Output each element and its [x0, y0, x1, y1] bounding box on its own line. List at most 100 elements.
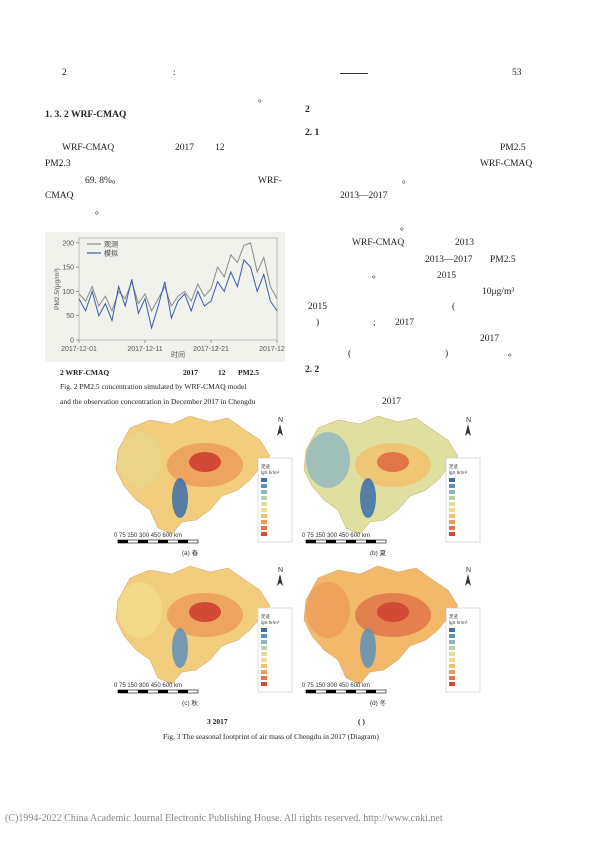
region	[360, 478, 376, 518]
legend-swatch	[449, 634, 455, 638]
section-heading: 1. 3. 2 WRF-CMAQ	[45, 110, 127, 120]
caption: Fig. 2 PM2.5 concentration simulated by …	[60, 382, 247, 391]
x-tick-label: 2017-12-21	[193, 346, 229, 353]
region	[118, 582, 162, 638]
scale-label: 0 75 150 300 450 600 km	[302, 683, 370, 689]
text: )	[445, 349, 449, 359]
legend-swatch	[261, 634, 267, 638]
chart-background	[45, 232, 285, 362]
legend-swatch	[261, 640, 267, 644]
page-number: 2	[62, 68, 67, 78]
legend-swatch	[261, 676, 267, 680]
text: 12	[215, 143, 225, 153]
legend-swatch	[261, 490, 267, 494]
panel-label: (c) 秋	[182, 698, 198, 707]
legend-unit: lgX hr/m³	[261, 470, 280, 475]
scale-bar	[158, 690, 168, 693]
legend-swatch	[261, 508, 267, 512]
scale-bar	[138, 690, 148, 693]
legend-unit: lgX hr/m³	[449, 470, 468, 475]
north-arrow	[465, 424, 471, 436]
legend-swatch	[449, 502, 455, 506]
legend-swatch	[261, 658, 267, 662]
legend-swatch	[449, 628, 455, 632]
legend-swatch	[449, 646, 455, 650]
legend-title: 足迹	[449, 463, 458, 470]
legend-swatch	[449, 640, 455, 644]
north-arrow: N	[278, 567, 283, 574]
text: 69. 8%。	[85, 176, 122, 186]
text: WRF-CMAQ	[62, 143, 115, 153]
scale-bar	[366, 690, 376, 693]
scale-bar	[138, 540, 148, 543]
text: 2013—2017	[425, 255, 473, 265]
text: (	[452, 302, 456, 312]
region	[360, 628, 376, 668]
caption: 2017	[183, 368, 198, 377]
header-dash	[340, 73, 368, 74]
scale-bar	[366, 540, 376, 543]
legend-swatch	[261, 520, 267, 524]
text: PM2.5	[500, 143, 526, 153]
text: 2017	[395, 318, 414, 328]
x-axis-label: 时间	[171, 350, 185, 359]
region	[306, 582, 350, 638]
north-arrow	[277, 424, 283, 436]
scale-bar	[326, 690, 336, 693]
scale-bar	[158, 540, 168, 543]
text: (	[348, 349, 352, 359]
y-tick-label: 150	[62, 265, 74, 272]
caption: 2 WRF-CMAQ	[60, 368, 110, 377]
section-heading: 2. 2	[305, 365, 320, 375]
legend-swatch	[449, 676, 455, 680]
legend-swatch	[449, 658, 455, 662]
panel-label: (a) 春	[182, 548, 199, 557]
legend-swatch	[449, 520, 455, 524]
caption: 12	[218, 368, 226, 377]
north-arrow: N	[466, 567, 471, 574]
region	[172, 628, 188, 668]
section-heading: 2. 1	[305, 128, 320, 138]
legend-swatch	[261, 682, 267, 686]
region	[189, 452, 221, 472]
legend-swatch	[449, 478, 455, 482]
scale-bar	[326, 540, 336, 543]
region	[189, 602, 221, 622]
legend-title: 足迹	[261, 613, 270, 620]
legend-swatch	[449, 526, 455, 530]
text: 。	[95, 207, 105, 217]
legend-swatch	[261, 514, 267, 518]
text: 。	[258, 95, 268, 105]
text: WRF-CMAQ	[480, 159, 533, 169]
y-tick-label: 50	[66, 313, 74, 320]
legend-swatch	[449, 484, 455, 488]
caption: PM2.5	[238, 368, 260, 377]
legend-swatch	[261, 628, 267, 632]
text: 2013	[455, 238, 474, 248]
text: 。	[372, 271, 382, 281]
north-arrow: N	[278, 417, 283, 424]
legend-unit: lgX hr/m³	[261, 620, 280, 625]
scale-bar	[306, 690, 316, 693]
north-arrow	[277, 574, 283, 586]
scale-bar	[346, 690, 356, 693]
legend-title: 足迹	[449, 613, 458, 620]
region	[306, 432, 350, 488]
north-arrow	[465, 574, 471, 586]
legend-swatch	[261, 484, 267, 488]
scale-bar	[118, 690, 128, 693]
legend-swatch	[261, 670, 267, 674]
legend-unit: lgX hr/m³	[449, 620, 468, 625]
x-tick-label: 2017-12-31	[259, 346, 285, 353]
text: ;	[373, 318, 376, 328]
text: 。	[508, 349, 518, 359]
legend-swatch	[261, 526, 267, 530]
x-tick-label: 2017-12-01	[61, 346, 97, 353]
text: 2017	[480, 334, 499, 344]
